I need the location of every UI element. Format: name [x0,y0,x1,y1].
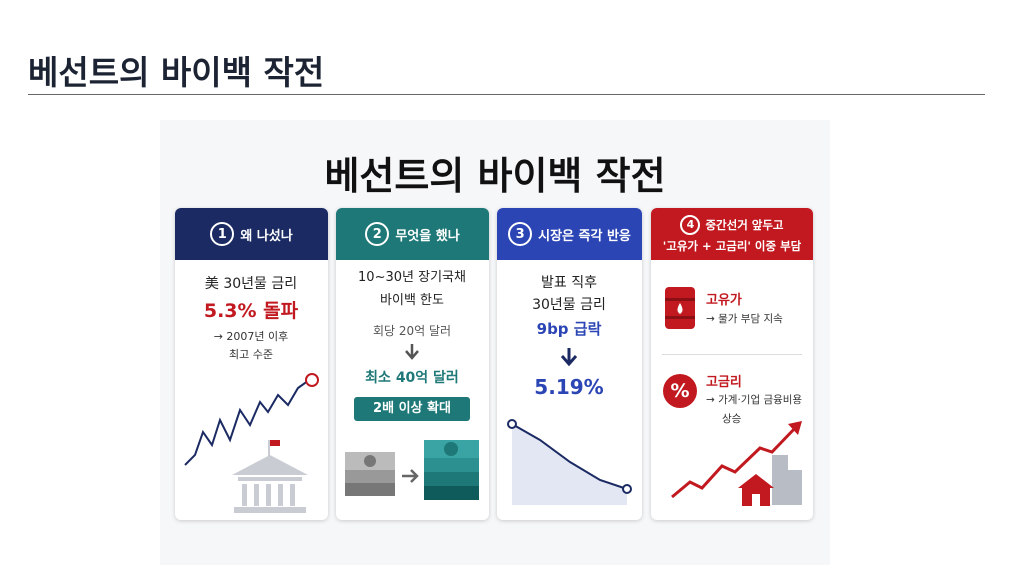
title-rule [28,94,985,95]
growth-arrow [671,423,800,499]
point [622,484,632,494]
card-header: 4 중간선거 앞두고 '고유가 + 고금리' 이중 부담 [651,208,813,260]
area-illustration [512,424,627,505]
card-highlight: 고유가 [706,293,742,308]
percent-icon: % [663,374,697,408]
card-heading: 무엇을 했나 [395,228,460,244]
slide-title: 베선트의 바이백 작전 [28,53,325,92]
card-heading: 중간선거 앞두고 [705,217,784,232]
arrow [405,344,419,360]
bank-icon [232,440,308,513]
card-highlight: 고금리 [706,375,742,390]
card-text: 발표 직후 [541,275,597,291]
card-text: 상승 [722,413,742,425]
arrow [560,348,578,367]
card-highlight: 5.19% [534,375,604,399]
card-text: 10~30년 장기국채 [358,270,466,285]
card-text: 최고 수준 [229,348,273,361]
step-number: 1 [210,222,235,246]
barrel-icon [665,287,695,329]
buildings-icon [772,455,802,505]
point [507,419,517,429]
card-text: 바이백 한도 [380,293,444,308]
card-header: 3 시장은 즉각 반응 [497,208,642,260]
card-highlight: 5.3% 돌파 [203,300,299,322]
card-highlight: 9bp 급락 [536,320,602,338]
card-highlight: 최소 40억 달러 [365,370,459,386]
step-number: 4 [680,214,701,235]
badge: 2배 이상 확대 [354,397,470,421]
card-heading: '고유가 + 고금리' 이중 부담 [662,238,802,253]
line-illustration [511,423,628,490]
card-text: → 가계·기업 금융비용 [706,394,803,406]
money-large [424,440,479,500]
card-heading: 왜 나섰나 [240,228,293,244]
card-text: 30년물 금리 [532,297,606,313]
money-small [345,452,395,496]
arrow-head [788,421,802,435]
infographic-title: 베선트의 바이백 작전 [324,154,666,198]
step-number: 2 [365,222,390,246]
divider [662,354,802,355]
card-heading: 시장은 즉각 반응 [538,228,631,244]
card-text: → 2007년 이후 [213,330,289,343]
card-text: 회당 20억 달러 [372,324,452,338]
arrow [402,469,419,483]
house-icon [738,474,774,506]
card-header: 1 왜 나섰나 [175,208,328,260]
highlight-dot [305,373,319,387]
step-number: 3 [508,222,533,246]
card-text: 美 30년물 금리 [204,276,298,292]
trend-illustration [184,377,313,466]
card-header: 2 무엇을 했나 [336,208,489,260]
card-text: → 물가 부담 지속 [706,313,783,325]
